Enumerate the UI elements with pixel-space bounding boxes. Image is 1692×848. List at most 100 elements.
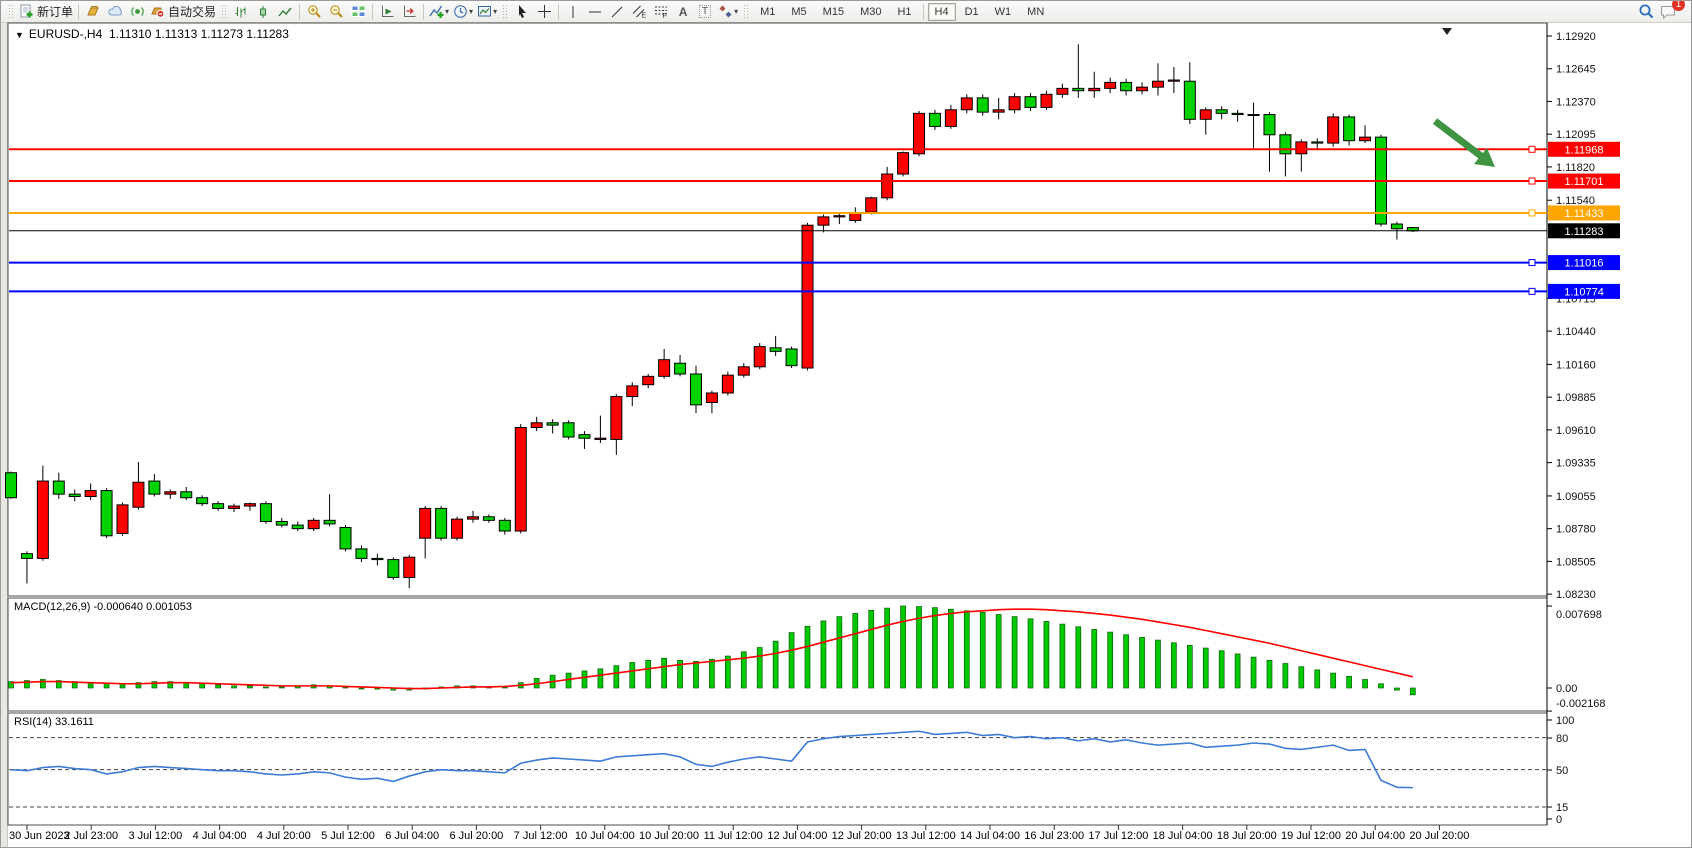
collapse-caret-icon[interactable]: ▼ (15, 30, 24, 40)
zoom-out-button[interactable] (325, 2, 347, 22)
time-tick-label[interactable]: 18 Jul 04:00 (1153, 830, 1213, 842)
macd-histogram-bar (836, 616, 843, 689)
hline-handle[interactable] (1528, 287, 1536, 295)
time-tick-label[interactable]: 2 Jul 23:00 (64, 830, 118, 842)
toolbar-grip[interactable] (743, 3, 750, 20)
time-tick-label[interactable]: 3 Jul 12:00 (128, 830, 182, 842)
toolbar-grip[interactable] (8, 3, 14, 20)
main-chart-panel[interactable] (7, 22, 1548, 597)
time-tick-label[interactable]: 5 Jul 12:00 (321, 830, 375, 842)
down-arrow-annotation-head[interactable] (1474, 148, 1495, 167)
macd-histogram-bar (772, 640, 779, 689)
toolbar-grip[interactable] (502, 3, 509, 20)
rsi-tick-label: 100 (1556, 715, 1574, 727)
tile-windows-button[interactable] (347, 2, 369, 22)
price-badge-label: 1.11016 (1565, 258, 1604, 270)
hline-handle[interactable] (1528, 259, 1536, 267)
chat-button[interactable]: 1 (1657, 1, 1685, 22)
crosshair-button[interactable] (533, 2, 555, 22)
horizontal-line-button[interactable] (584, 2, 606, 22)
chart-shift-marker-icon[interactable] (1442, 28, 1452, 35)
candle-body (1104, 81, 1117, 89)
indicators-button[interactable]: ▾ (427, 2, 451, 22)
macd-histogram-bar (1059, 623, 1066, 689)
bar-chart-button[interactable] (230, 2, 252, 22)
auto-scroll-button[interactable] (376, 2, 398, 22)
candlestick-chart-button[interactable] (252, 2, 274, 22)
hline-handle[interactable] (1528, 177, 1536, 185)
timeframe-m30[interactable]: M30 (860, 5, 882, 18)
hline-handle[interactable] (1528, 209, 1536, 217)
auto-trading-button[interactable]: 自动交易 (148, 2, 218, 22)
macd-histogram-bar (852, 613, 859, 689)
vertical-line-button[interactable] (562, 2, 584, 22)
time-tick-label[interactable]: 18 Jul 20:00 (1217, 830, 1277, 842)
time-tick-label[interactable]: 10 Jul 04:00 (575, 830, 635, 842)
zoom-in-button[interactable] (303, 2, 325, 22)
candle-body (148, 480, 161, 495)
toolbar: 新订单 自动交易 (1, 1, 1691, 23)
time-tick-label[interactable]: 20 Jul 20:00 (1409, 830, 1469, 842)
time-tick-label[interactable]: 12 Jul 04:00 (767, 830, 827, 842)
timeframe-h1[interactable]: H1 (897, 5, 912, 18)
macd-histogram-bar (1171, 642, 1177, 689)
arrows-button[interactable]: ▾ (716, 2, 740, 22)
time-tick-label[interactable]: 14 Jul 04:00 (960, 830, 1020, 842)
candle-body (849, 212, 862, 221)
candle-body (1088, 87, 1101, 92)
time-tick-label[interactable]: 30 Jun 2023 (9, 830, 70, 842)
time-tick-label[interactable]: 4 Jul 04:00 (193, 830, 247, 842)
time-tick-label[interactable]: 6 Jul 20:00 (449, 830, 503, 842)
time-tick-label[interactable]: 11 Jul 12:00 (704, 830, 763, 842)
timeframe-d1[interactable]: D1 (964, 5, 979, 18)
price-tick-label: 1.09885 (1556, 392, 1596, 404)
timeframe-mn[interactable]: MN (1027, 5, 1045, 18)
periods-clock-icon (453, 4, 468, 19)
time-tick-label[interactable]: 19 Jul 12:00 (1281, 830, 1341, 842)
rsi-panel[interactable] (7, 712, 1548, 826)
cursor-button[interactable] (511, 2, 533, 22)
time-tick-label[interactable]: 17 Jul 12:00 (1088, 830, 1148, 842)
time-tick-label[interactable]: 20 Jul 04:00 (1345, 830, 1405, 842)
timeframe-m5[interactable]: M5 (791, 5, 807, 18)
chart-shift-button[interactable] (398, 2, 420, 22)
text-button[interactable]: A (672, 2, 694, 22)
time-tick-label[interactable]: 10 Jul 20:00 (639, 830, 699, 842)
time-tick-label[interactable]: 12 Jul 20:00 (832, 830, 892, 842)
down-arrow-annotation[interactable] (1432, 118, 1484, 159)
time-tick-label[interactable]: 16 Jul 23:00 (1024, 830, 1084, 842)
unread-badge: 1 (1672, 1, 1685, 11)
time-tick-label[interactable]: 6 Jul 04:00 (385, 830, 439, 842)
new-order-button[interactable]: 新订单 (17, 2, 75, 22)
search-button[interactable] (1635, 2, 1657, 22)
timeframe-w1[interactable]: W1 (994, 5, 1012, 18)
hline-handle[interactable] (1528, 145, 1536, 153)
periods-clock-button[interactable]: ▾ (451, 2, 475, 22)
toolbar-separator (78, 3, 80, 20)
line-chart-button[interactable] (274, 2, 296, 22)
candle-body (642, 375, 655, 386)
cloud-button[interactable] (104, 2, 126, 22)
timeframe-m15[interactable]: M15 (822, 5, 845, 18)
time-tick-label[interactable]: 13 Jul 12:00 (896, 830, 956, 842)
gold-button[interactable] (82, 2, 104, 22)
equidistant-channel-button[interactable]: E (628, 2, 650, 22)
dropdown-caret-icon: ▾ (445, 7, 450, 16)
macd-histogram-bar (1394, 687, 1400, 691)
templates-button[interactable]: ▾ (475, 2, 499, 22)
timeframe-h4[interactable]: H4 (927, 2, 956, 21)
toolbar-grip[interactable] (221, 3, 228, 20)
text-label-button[interactable]: T (694, 2, 716, 22)
trendline-button[interactable] (606, 2, 628, 22)
macd-histogram-bar (1075, 626, 1082, 689)
fibonacci-button[interactable]: F (650, 2, 672, 22)
candle-body (1327, 116, 1340, 144)
candle-body (164, 491, 177, 495)
candle-body (68, 493, 81, 498)
time-tick-label[interactable]: 7 Jul 12:00 (514, 830, 568, 842)
timeframe-m1[interactable]: M1 (760, 5, 776, 18)
signal-button[interactable] (126, 2, 148, 22)
time-tick-label[interactable]: 4 Jul 20:00 (257, 830, 311, 842)
macd-histogram-bar (215, 684, 221, 689)
